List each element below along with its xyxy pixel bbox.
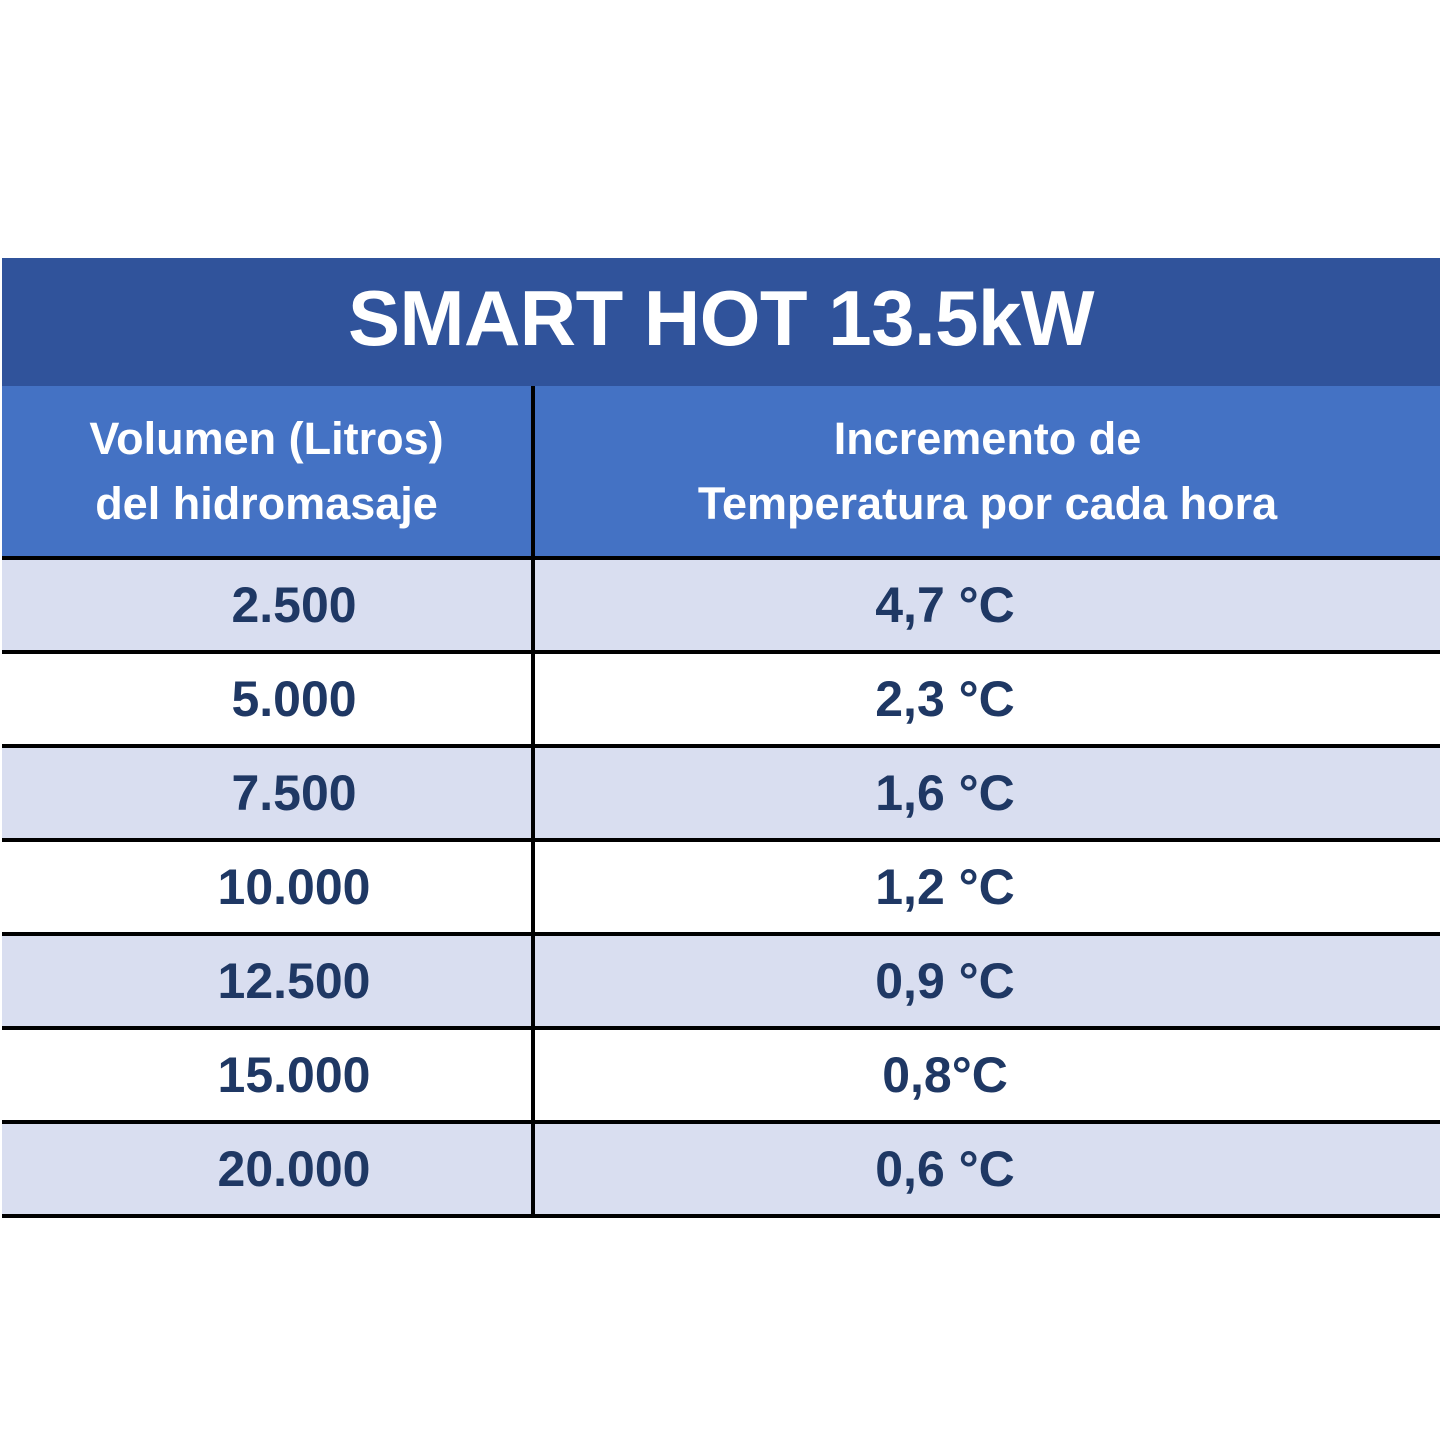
cell-volume: 7.500 [2,744,535,842]
table-row: 2.500 4,7 °C [2,556,1441,654]
smart-hot-spec-table: SMART HOT 13.5kW Volumen (Litros) del hi… [2,258,1441,1218]
column-header-increase-line1: Incremento de [833,412,1142,464]
cell-increase: 1,6 °C [533,744,1441,842]
spec-table-container: SMART HOT 13.5kW Volumen (Litros) del hi… [2,258,1441,1218]
table-title-row: SMART HOT 13.5kW [2,258,1441,386]
table-title: SMART HOT 13.5kW [2,258,1441,386]
table-row: 10.000 1,2 °C [2,838,1441,936]
table-row: 7.500 1,6 °C [2,744,1441,842]
cell-volume: 12.500 [2,932,535,1030]
column-header-increase-line2: Temperatura por cada hora [697,478,1278,529]
cell-increase: 0,6 °C [533,1120,1441,1218]
table-row: 20.000 0,6 °C [2,1120,1441,1218]
column-header-increase: Incremento de Temperatura por cada hora [533,386,1441,560]
table-row: 15.000 0,8°C [2,1026,1441,1124]
cell-increase: 2,3 °C [533,650,1441,748]
spec-table-body: 2.500 4,7 °C 5.000 2,3 °C 7.500 1,6 °C 1… [2,556,1441,1218]
column-header-volume-line1: Volumen (Litros) [89,412,444,464]
cell-volume: 2.500 [2,556,535,654]
table-header-row: Volumen (Litros) del hidromasaje Increme… [2,386,1441,560]
cell-increase: 4,7 °C [533,556,1441,654]
cell-increase: 1,2 °C [533,838,1441,936]
cell-volume: 20.000 [2,1120,535,1218]
column-header-volume: Volumen (Litros) del hidromasaje [2,386,535,560]
cell-increase: 0,8°C [533,1026,1441,1124]
table-row: 12.500 0,9 °C [2,932,1441,1030]
cell-increase: 0,9 °C [533,932,1441,1030]
cell-volume: 15.000 [2,1026,535,1124]
cell-volume: 10.000 [2,838,535,936]
table-row: 5.000 2,3 °C [2,650,1441,748]
column-header-volume-line2: del hidromasaje [95,478,438,529]
cell-volume: 5.000 [2,650,535,748]
